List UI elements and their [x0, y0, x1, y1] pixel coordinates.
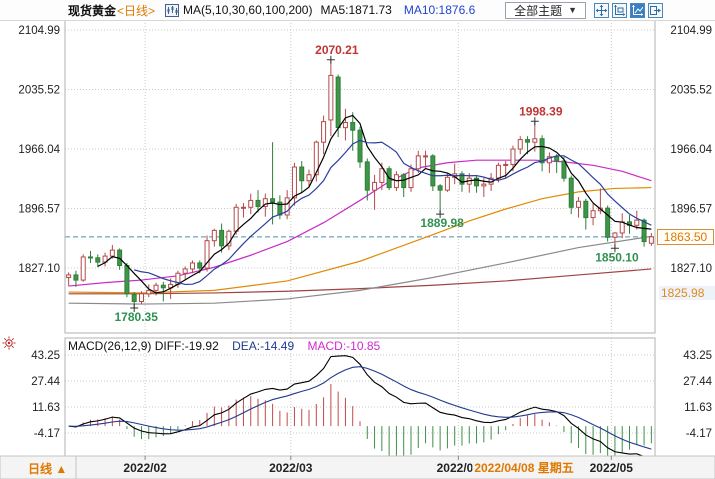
y-axis-labels: 2104.99 2104.99 2035.52 2035.52 1966.04 1966.… — [18, 25, 712, 440]
diff-line — [68, 355, 645, 456]
exit-icon[interactable] — [648, 2, 663, 18]
macd-value-label: MACD:-10.85 — [307, 339, 381, 353]
ma200-axis-label: 1825.98 — [659, 286, 715, 300]
chevron-down-icon: ▼ — [568, 5, 577, 15]
svg-text:2022/05: 2022/05 — [590, 461, 634, 475]
main-plot-layer — [66, 59, 654, 309]
pane-settings-icon[interactable] — [2, 336, 16, 350]
theme-dropdown-label: 全部主题 — [514, 3, 563, 18]
current-price-box: 1863.50 — [657, 228, 714, 245]
candles-layer — [66, 59, 654, 309]
annotation-label: 2070.21 — [315, 43, 359, 57]
ma5-value-label: MA5:1871.73 — [320, 3, 392, 17]
ma10-line — [134, 139, 652, 286]
price-annotations: 2070.21 1998.39 1889.98 1780.35 1850.10 — [115, 43, 639, 324]
svg-text:11.63: 11.63 — [32, 402, 60, 414]
svg-text:2035.52: 2035.52 — [18, 85, 60, 97]
symbol-name: 现货黄金 — [68, 3, 117, 18]
svg-text:1827.10: 1827.10 — [18, 263, 60, 275]
svg-text:2104.99: 2104.99 — [18, 25, 60, 37]
svg-text:2022/03: 2022/03 — [269, 461, 313, 475]
ma100-line — [68, 235, 652, 305]
ma200-line — [68, 268, 652, 295]
macd-plot-layer — [68, 355, 652, 456]
svg-text:2104.99: 2104.99 — [670, 25, 712, 37]
main-pane-border — [64, 19, 656, 334]
chart-style-icon[interactable] — [630, 2, 645, 18]
svg-text:2022/02: 2022/02 — [123, 461, 167, 475]
kline-settings-icon[interactable] — [165, 3, 180, 17]
svg-text:-4.17: -4.17 — [34, 428, 60, 440]
svg-text:43.25: 43.25 — [683, 350, 712, 362]
toolbar-buttons — [594, 2, 663, 18]
theme-dropdown[interactable]: 全部主题 ▼ — [505, 1, 586, 19]
axes-frame-icon[interactable] — [612, 2, 627, 18]
gridlines — [65, 20, 655, 456]
svg-text:-4.17: -4.17 — [686, 428, 712, 440]
toolbar: 现货黄金 <日线> MA(5,10,30,60,100,200) MA5:187… — [0, 0, 715, 21]
period-button[interactable]: 日线 ▲ — [28, 462, 68, 476]
period-tag: <日线> — [117, 3, 156, 18]
svg-text:27.44: 27.44 — [683, 376, 712, 388]
macd-title: MACD(26,12,9) DIFF:-19.92 — [68, 339, 219, 353]
annotation-label: 1889.98 — [420, 216, 464, 230]
svg-text:11.63: 11.63 — [684, 402, 712, 414]
dea-line — [68, 366, 652, 450]
x-axis-labels: 2022/02 2022/03 2022/04 2022/05 2022/04/08 星… — [123, 456, 633, 475]
svg-text:27.44: 27.44 — [31, 376, 60, 388]
svg-text:1896.57: 1896.57 — [670, 204, 712, 216]
svg-text:2035.52: 2035.52 — [670, 85, 712, 97]
svg-text:43.25: 43.25 — [31, 350, 60, 362]
macd-dea-label: DEA:-14.49 — [232, 339, 295, 353]
ma-settings-label: MA(5,10,30,60,100,200) — [183, 3, 313, 17]
svg-text:2022/04: 2022/04 — [437, 461, 481, 475]
svg-text:1827.10: 1827.10 — [670, 263, 712, 275]
ma10-value-label: MA10:1876.6 — [403, 3, 476, 17]
ma60-line — [68, 186, 652, 294]
annotation-label: 1998.39 — [519, 104, 563, 118]
macd-pane-border — [64, 337, 656, 457]
ma5-line — [97, 114, 652, 294]
annotation-label: 1780.35 — [115, 310, 159, 324]
svg-text:1966.04: 1966.04 — [18, 144, 60, 156]
annotation-label: 1850.10 — [595, 250, 639, 264]
svg-text:1896.57: 1896.57 — [18, 204, 60, 216]
cursor-date-label: 2022/04/08 星期五 — [474, 460, 573, 475]
macd-header: MACD(26,12,9) DIFF:-19.92 DEA:-14.49 MAC… — [68, 339, 380, 353]
svg-text:1966.04: 1966.04 — [670, 144, 712, 156]
crosshair-move-icon[interactable] — [594, 2, 609, 18]
